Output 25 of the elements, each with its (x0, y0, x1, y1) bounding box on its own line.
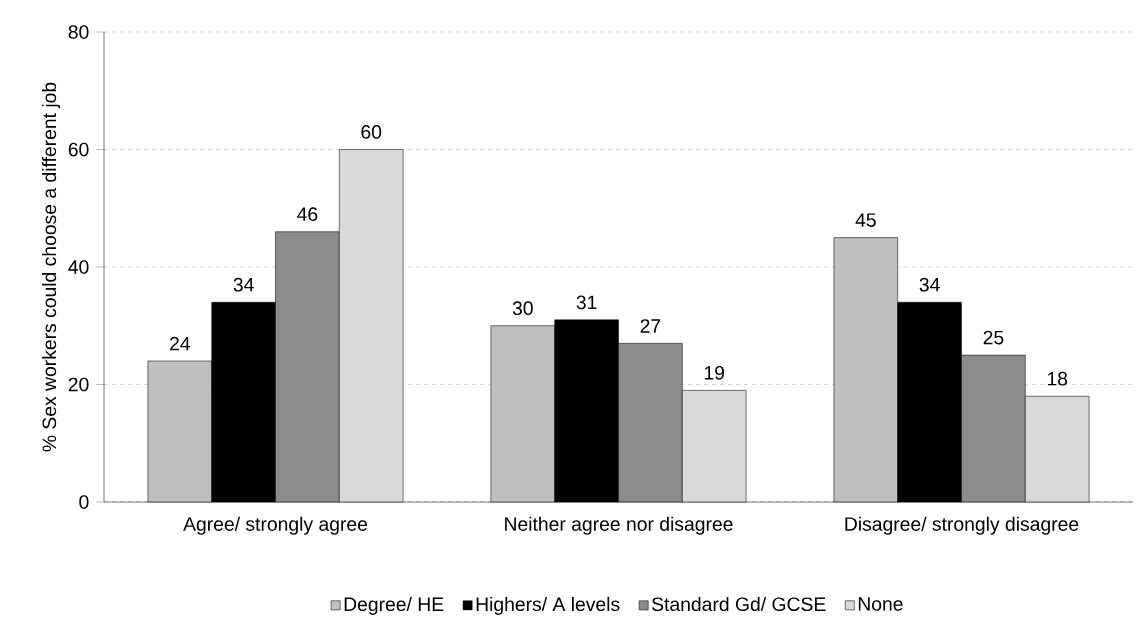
legend-label: Highers/ A levels (476, 596, 620, 615)
data-label: 27 (640, 319, 661, 333)
y-tick-label: 0 (79, 495, 89, 509)
x-tick-label: Agree/ strongly agree (183, 516, 368, 535)
data-label: 46 (297, 207, 318, 222)
y-tick-label: 40 (68, 260, 89, 274)
y-tick-label: 60 (68, 142, 89, 157)
data-label: 31 (576, 295, 597, 310)
data-label: 19 (704, 365, 725, 380)
data-label: 30 (512, 301, 533, 316)
data-label: 25 (983, 330, 1004, 345)
x-tick-label: Disagree/ strongly disagree (845, 516, 1079, 535)
data-label: 34 (233, 277, 254, 292)
legend-label: Degree/ HE (344, 596, 444, 615)
data-label: 34 (919, 277, 940, 292)
data-label: 60 (361, 125, 382, 139)
y-tick-label: 80 (68, 25, 89, 39)
x-tick-label: Neither agree nor disagree (505, 516, 733, 535)
legend-label: Standard Gd/ GCSE (652, 596, 826, 612)
y-tick-label: 20 (68, 377, 89, 392)
y-axis-title: % Sex workers could choose a different job (41, 82, 60, 452)
data-label: 18 (1047, 371, 1068, 386)
legend-label: None (858, 597, 903, 611)
data-label: 24 (170, 336, 190, 351)
data-label: 45 (855, 213, 876, 227)
